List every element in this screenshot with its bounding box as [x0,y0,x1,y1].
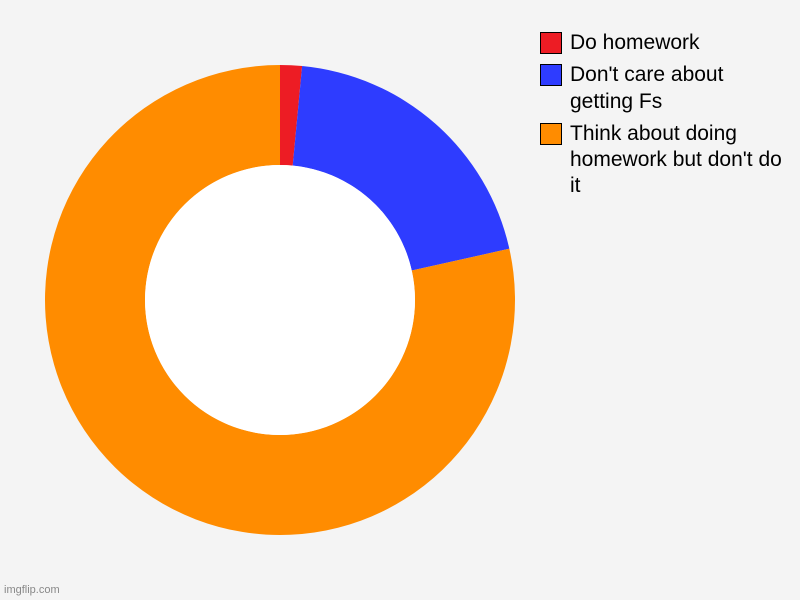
legend-item: Don't care about getting Fs [540,62,790,115]
legend-swatch [540,32,562,54]
legend-item: Do homework [540,30,790,56]
donut-chart [30,30,530,575]
legend-item: Think about doing homework but don't do … [540,121,790,200]
donut-hole [145,165,415,435]
legend-swatch [540,123,562,145]
legend-label: Don't care about getting Fs [570,62,790,115]
legend-label: Do homework [570,30,700,56]
watermark: imgflip.com [4,584,60,596]
legend-label: Think about doing homework but don't do … [570,121,790,200]
legend-swatch [540,64,562,86]
donut-svg [30,30,530,570]
legend: Do homework Don't care about getting Fs … [540,30,790,206]
